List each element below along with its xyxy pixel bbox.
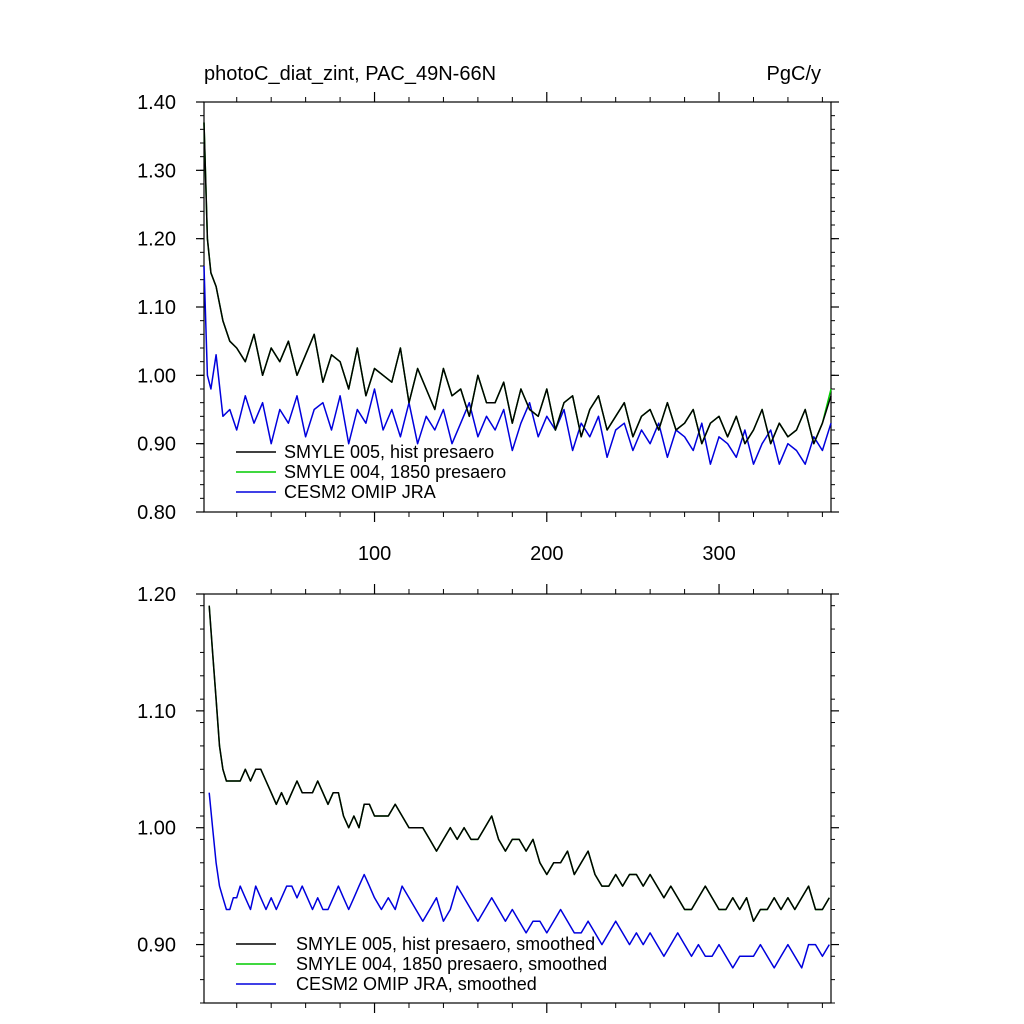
top-y-tick-label: 0.90 [137,434,176,456]
bottom-y-tick-label: 1.20 [137,584,176,606]
top-series-line-2 [203,265,832,465]
bottom-y-tick-label: 0.90 [137,935,176,957]
bottom-legend-label-1: SMYLE 004, 1850 presaero, smoothed [296,954,607,974]
top-legend-label-1: SMYLE 004, 1850 presaero [284,462,506,482]
top-units-label: PgC/y [767,63,821,85]
top-legend-label-0: SMYLE 005, hist presaero [284,442,494,462]
top-x-tick-label: 100 [358,543,391,565]
top-y-tick-label: 1.20 [137,229,176,251]
top-y-tick-label: 1.30 [137,160,176,182]
top-panel: 0.80 0.90 1.00 1.10 1.20 1.30 1.40 100 200 300 pho… [137,63,839,565]
top-legend-label-2: CESM2 OMIP JRA [284,482,436,502]
bottom-panel: 0.90 1.00 1.10 1.20 SMYLE 005, hist presaero… [137,584,839,1013]
top-x-tick-label: 300 [702,543,735,565]
top-series-line-0 [203,122,832,445]
bottom-y-tick-label: 1.00 [137,818,176,840]
bottom-series-line-1 [208,605,830,922]
bottom-legend-label-2: CESM2 OMIP JRA, smoothed [296,974,537,994]
top-chart-title: photoC_diat_zint, PAC_49N-66N [204,63,496,85]
bottom-series-line-0 [208,605,830,922]
bottom-y-tick-label: 1.10 [137,701,176,723]
top-x-tick-label: 200 [530,543,563,565]
top-y-tick-label: 1.40 [137,92,176,114]
top-y-tick-label: 1.00 [137,365,176,387]
top-y-tick-label: 0.80 [137,502,176,524]
bottom-series-line-2 [208,792,830,969]
top-y-tick-label: 1.10 [137,297,176,319]
bottom-plot-frame [203,593,832,1004]
bottom-legend-label-0: SMYLE 005, hist presaero, smoothed [296,934,595,954]
top-series-line-1 [203,122,832,445]
